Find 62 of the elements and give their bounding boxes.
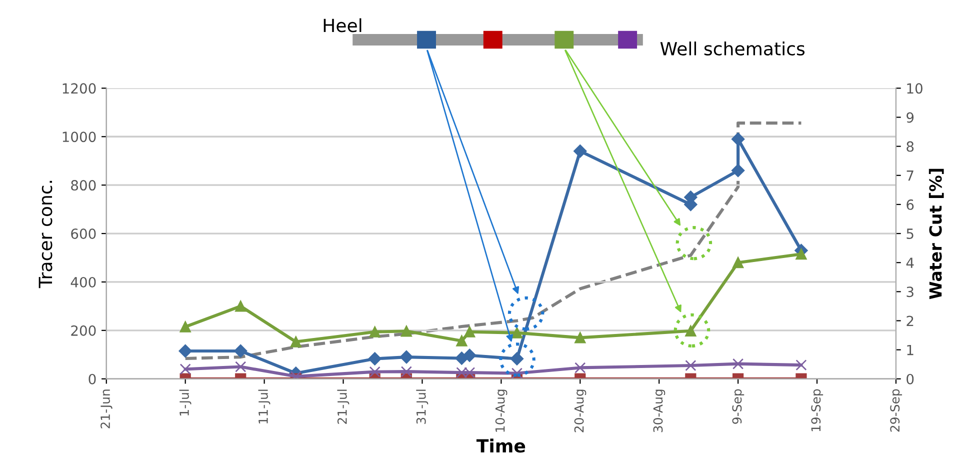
point — [796, 359, 807, 371]
y2-tick-label: 10 — [907, 83, 922, 94]
point — [235, 300, 246, 312]
y2-tick-label: 1 — [907, 344, 914, 356]
point — [400, 350, 414, 364]
point — [574, 144, 587, 158]
x-tick-label: 21-Jun — [100, 390, 112, 428]
x-tick-label: 20-Aug — [574, 390, 586, 432]
point — [463, 348, 476, 362]
y2-tick-label: 5 — [906, 228, 914, 239]
point — [731, 164, 745, 178]
point — [685, 360, 696, 372]
point — [511, 368, 523, 379]
y-tick-label: 800 — [71, 180, 96, 191]
point — [574, 332, 586, 344]
point — [180, 321, 191, 332]
y2-axis-title: Water Cut [%] — [928, 168, 944, 300]
y2-tick-label: 6 — [906, 199, 914, 210]
y2-tick-label: 8 — [906, 141, 914, 152]
point — [178, 344, 192, 358]
point — [234, 344, 248, 358]
point — [368, 352, 382, 366]
y2-tick-label: 4 — [906, 258, 914, 268]
point — [731, 132, 745, 146]
text: Well schematics — [660, 42, 805, 56]
point — [369, 366, 380, 378]
point — [511, 327, 523, 338]
x-tick-label: 29-Sep — [890, 389, 902, 432]
point — [796, 248, 807, 260]
x-tick-label: 19-Sep — [811, 389, 824, 432]
x-tick-label: 1-Jul — [179, 390, 192, 416]
point — [574, 362, 586, 374]
point — [369, 326, 380, 338]
x-tick-label: 21-Jul — [337, 390, 350, 424]
y-tick-label: 400 — [70, 276, 96, 288]
y2-tick-label: 0 — [906, 374, 914, 384]
y-tick-label: 1000 — [62, 132, 96, 142]
y-tick-label: 600 — [71, 228, 96, 239]
x-tick-label: 9-Sep — [732, 389, 744, 424]
point — [732, 257, 744, 268]
x-tick-label: 31-Jul — [416, 390, 428, 424]
point — [400, 326, 412, 337]
point — [456, 335, 468, 346]
x-tick-label: 10-Aug — [495, 390, 508, 432]
y-tick-label: 1200 — [62, 83, 96, 94]
y2-tick-label: 3 — [906, 286, 914, 298]
point — [235, 361, 246, 372]
point — [732, 358, 744, 370]
x-tick-label: 30-Aug — [653, 390, 666, 432]
y-tick-label: 0 — [88, 374, 96, 384]
y2-tick-label: 7 — [906, 170, 914, 181]
point — [290, 336, 302, 348]
y2-tick-label: 9 — [906, 112, 914, 123]
point — [400, 366, 412, 378]
y-axis-title: Tracer conc. — [38, 180, 52, 288]
y2-tick-label: 2 — [906, 316, 914, 326]
x-tick-label: 11-Jul — [258, 390, 270, 424]
x-axis-title: Time — [476, 438, 526, 453]
text: Heel — [324, 18, 362, 32]
y-tick-label: 200 — [71, 325, 96, 336]
point — [464, 326, 476, 338]
point — [180, 364, 191, 375]
